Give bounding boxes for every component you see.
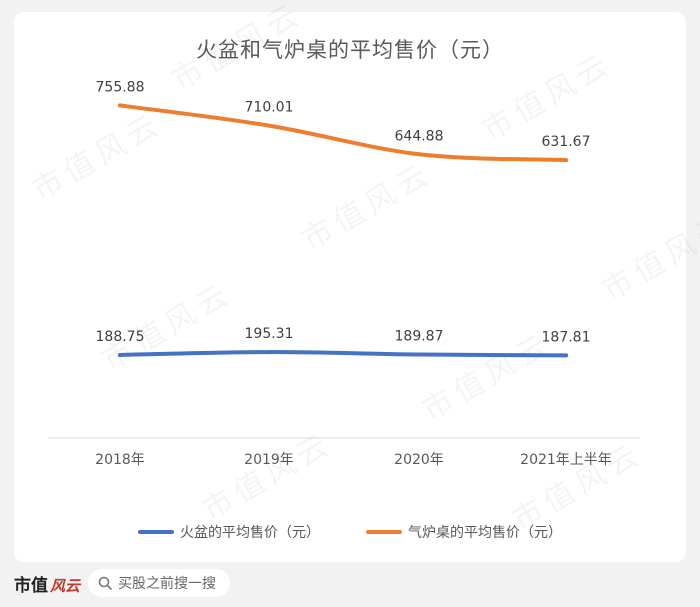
x-tick-labels: 2018年 2019年 2020年 2021年上半年 — [95, 452, 612, 468]
x-tick-label: 2021年上半年 — [520, 452, 612, 468]
brand-logo: 风云 — [50, 576, 81, 595]
data-label-gas-table: 644.88 — [395, 128, 444, 144]
chart-title: 火盆和气炉桌的平均售价（元） — [196, 38, 504, 62]
x-tick-label: 2018年 — [95, 452, 145, 468]
series-layer — [118, 103, 568, 358]
data-label-fire-pit: 188.75 — [96, 329, 145, 345]
search-button[interactable]: 买股之前搜一搜 — [88, 569, 231, 597]
search-placeholder: 买股之前搜一搜 — [118, 576, 217, 592]
data-label-gas-table: 710.01 — [245, 100, 294, 116]
legend: 火盆的平均售价（元） 气炉桌的平均售价（元） — [14, 522, 686, 542]
legend-item-fire-pit: 火盆的平均售价（元） — [138, 522, 320, 542]
data-point-gas-table — [417, 152, 421, 157]
footer-bar: 市值 风云 买股之前搜一搜 — [14, 568, 231, 598]
data-label-gas-table: 755.88 — [96, 79, 145, 95]
data-label-fire-pit: 195.31 — [245, 326, 294, 342]
data-labels: 188.75 195.31 189.87 187.81 755.88 710.01 644.… — [96, 79, 591, 345]
x-tick-label: 2019年 — [244, 452, 294, 468]
legend-label-fire-pit: 火盆的平均售价（元） — [180, 525, 320, 541]
data-point-fire-pit — [118, 352, 122, 357]
data-label-gas-table: 631.67 — [542, 134, 591, 150]
legend-label-gas-table: 气炉桌的平均售价（元） — [408, 525, 562, 541]
line-chart: 2018年 2019年 2020年 2021年上半年 188.75 195.31 189.… — [48, 79, 640, 468]
data-point-gas-table — [118, 103, 122, 108]
series-line-fire-pit — [118, 350, 568, 358]
data-point-fire-pit — [417, 352, 421, 357]
data-point-gas-table — [564, 158, 568, 163]
x-tick-label: 2020年 — [394, 452, 444, 468]
data-point-fire-pit — [564, 353, 568, 358]
data-point-gas-table — [267, 123, 271, 128]
brand-name: 市值 风云 — [14, 575, 81, 596]
data-label-fire-pit: 187.81 — [542, 329, 591, 345]
search-icon — [98, 576, 112, 590]
legend-swatch-fire-pit — [138, 530, 174, 534]
legend-swatch-gas-table — [366, 530, 402, 534]
data-point-fire-pit — [267, 350, 271, 355]
legend-item-gas-table: 气炉桌的平均售价（元） — [366, 522, 562, 542]
series-line-gas-table — [118, 103, 568, 163]
data-label-fire-pit: 189.87 — [395, 328, 444, 344]
